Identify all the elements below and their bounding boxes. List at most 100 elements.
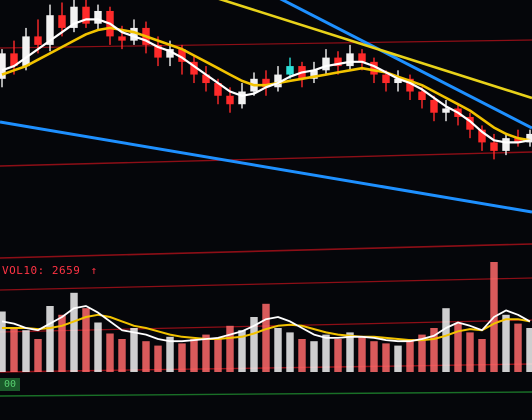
candle-body-23 bbox=[274, 74, 282, 88]
ma-yellow-line bbox=[1, 26, 531, 142]
candle-body-39 bbox=[466, 116, 474, 130]
candle-body-35 bbox=[418, 91, 426, 100]
candle-body-8 bbox=[94, 10, 102, 24]
volume-bar-29 bbox=[346, 332, 354, 372]
volume-bar-24 bbox=[286, 332, 294, 372]
grid-line-2 bbox=[0, 243, 532, 259]
volume-bar-36 bbox=[430, 328, 438, 372]
price-candles bbox=[0, 0, 532, 160]
candle-body-24 bbox=[286, 66, 294, 75]
volume-bar-8 bbox=[94, 322, 102, 372]
candle-body-33 bbox=[394, 78, 402, 84]
candle-body-27 bbox=[322, 57, 330, 71]
volume-bar-16 bbox=[190, 339, 198, 372]
volume-bar-4 bbox=[46, 306, 54, 372]
candle-body-37 bbox=[442, 108, 450, 113]
trend-lines bbox=[0, 0, 532, 214]
volume-bar-34 bbox=[406, 339, 414, 372]
volume-bar-2 bbox=[22, 330, 30, 372]
candle-body-44 bbox=[526, 133, 532, 143]
resistance-trend-line bbox=[218, 0, 532, 100]
volume-bar-39 bbox=[466, 332, 474, 372]
candle-body-31 bbox=[370, 61, 378, 75]
volume-bar-32 bbox=[382, 343, 390, 372]
candle-body-42 bbox=[502, 138, 510, 151]
volume-bar-26 bbox=[310, 341, 318, 372]
candle-body-16 bbox=[190, 61, 198, 75]
volume-bar-18 bbox=[214, 339, 222, 372]
grid-line-0 bbox=[0, 39, 532, 49]
candle-body-18 bbox=[214, 83, 222, 96]
volume-bar-9 bbox=[106, 333, 114, 372]
volume-bar-11 bbox=[130, 328, 138, 372]
candle-body-26 bbox=[310, 70, 318, 79]
candle-body-10 bbox=[118, 36, 126, 41]
candle-body-13 bbox=[154, 44, 162, 58]
candle-body-30 bbox=[358, 53, 366, 62]
volume-bar-3 bbox=[34, 339, 42, 372]
upper-trend-line bbox=[279, 0, 532, 130]
volume-indicator-value: 2659 bbox=[51, 264, 81, 277]
candle-body-11 bbox=[130, 27, 138, 41]
candle-body-36 bbox=[430, 100, 438, 113]
volume-bar-6 bbox=[70, 292, 78, 372]
lower-trend-line bbox=[0, 120, 532, 214]
candle-body-17 bbox=[202, 74, 210, 84]
up-arrow-icon: ↑ bbox=[90, 264, 98, 277]
volume-bar-31 bbox=[370, 341, 378, 372]
volume-bar-15 bbox=[178, 343, 186, 372]
volume-bar-38 bbox=[454, 323, 462, 372]
volume-bar-30 bbox=[358, 336, 366, 372]
candle-body-0 bbox=[0, 53, 6, 79]
volume-bar-42 bbox=[502, 314, 510, 372]
volume-bar-20 bbox=[238, 330, 246, 372]
volume-indicator-name: VOL10: bbox=[2, 264, 45, 277]
volume-bar-17 bbox=[202, 334, 210, 372]
candle-body-29 bbox=[346, 53, 354, 67]
candle-body-22 bbox=[262, 78, 270, 88]
candle-body-40 bbox=[478, 129, 486, 143]
candle-body-7 bbox=[82, 6, 90, 24]
volume-bar-35 bbox=[418, 334, 426, 372]
candle-body-2 bbox=[22, 36, 30, 67]
volume-bar-44 bbox=[526, 328, 532, 372]
bottom-indicator-tag: 00 bbox=[0, 378, 20, 391]
candle-body-5 bbox=[58, 15, 66, 28]
candle-body-4 bbox=[46, 15, 54, 45]
volume-bar-1 bbox=[10, 328, 18, 372]
volume-bar-12 bbox=[142, 341, 150, 372]
volume-bar-28 bbox=[334, 339, 342, 372]
candle-body-6 bbox=[70, 6, 78, 28]
volume-bar-7 bbox=[82, 308, 90, 372]
volume-bar-5 bbox=[58, 314, 66, 372]
volume-moving-averages bbox=[1, 305, 531, 343]
candle-body-34 bbox=[406, 78, 414, 92]
grid-line-1 bbox=[0, 151, 532, 167]
volume-bar-37 bbox=[442, 308, 450, 372]
volume-bar-43 bbox=[514, 323, 522, 372]
volume-bar-14 bbox=[166, 336, 174, 372]
volume-bar-27 bbox=[322, 334, 330, 372]
volume-bar-25 bbox=[298, 339, 306, 372]
candle-body-1 bbox=[10, 53, 18, 67]
volume-bar-40 bbox=[478, 339, 486, 372]
grid-line-6 bbox=[0, 391, 532, 397]
ma-white-line bbox=[1, 18, 531, 144]
volume-bar-33 bbox=[394, 345, 402, 372]
volume-bar-0 bbox=[0, 311, 6, 372]
volume-bar-10 bbox=[118, 339, 126, 372]
candle-body-14 bbox=[166, 49, 174, 58]
volume-bar-22 bbox=[262, 303, 270, 372]
volume-ma-white-line bbox=[1, 305, 531, 343]
candle-body-43 bbox=[514, 138, 522, 143]
candle-body-19 bbox=[226, 95, 234, 105]
candle-body-3 bbox=[34, 36, 42, 45]
grid-line-3 bbox=[0, 277, 532, 291]
volume-indicator-label: VOL10: 2659 ↑ bbox=[2, 264, 98, 277]
volume-bar-21 bbox=[250, 317, 258, 372]
candle-body-20 bbox=[238, 91, 246, 105]
candle-body-28 bbox=[334, 57, 342, 67]
candle-body-41 bbox=[490, 142, 498, 151]
